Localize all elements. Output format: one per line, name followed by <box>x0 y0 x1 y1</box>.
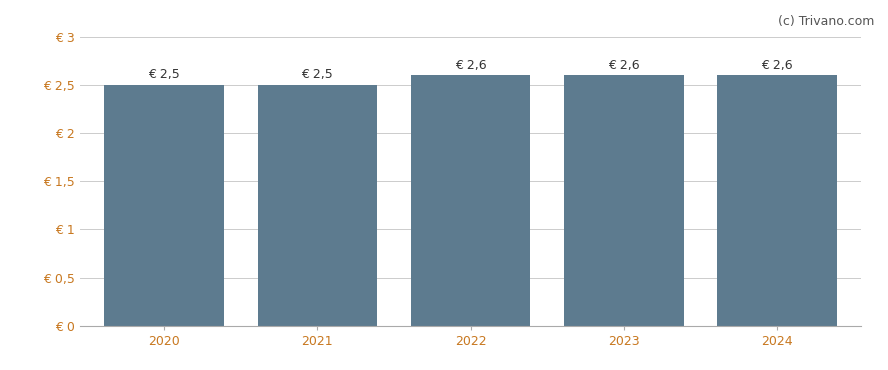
Text: € 2,6: € 2,6 <box>761 58 793 72</box>
Bar <box>564 75 684 326</box>
Text: € 2,5: € 2,5 <box>302 68 333 81</box>
Bar <box>718 75 836 326</box>
Text: (c) Trivano.com: (c) Trivano.com <box>778 15 875 28</box>
Text: € 2,5: € 2,5 <box>148 68 180 81</box>
Bar <box>411 75 530 326</box>
Bar <box>258 85 377 326</box>
Text: € 2,6: € 2,6 <box>608 58 639 72</box>
Text: € 2,6: € 2,6 <box>455 58 487 72</box>
Bar <box>105 85 224 326</box>
